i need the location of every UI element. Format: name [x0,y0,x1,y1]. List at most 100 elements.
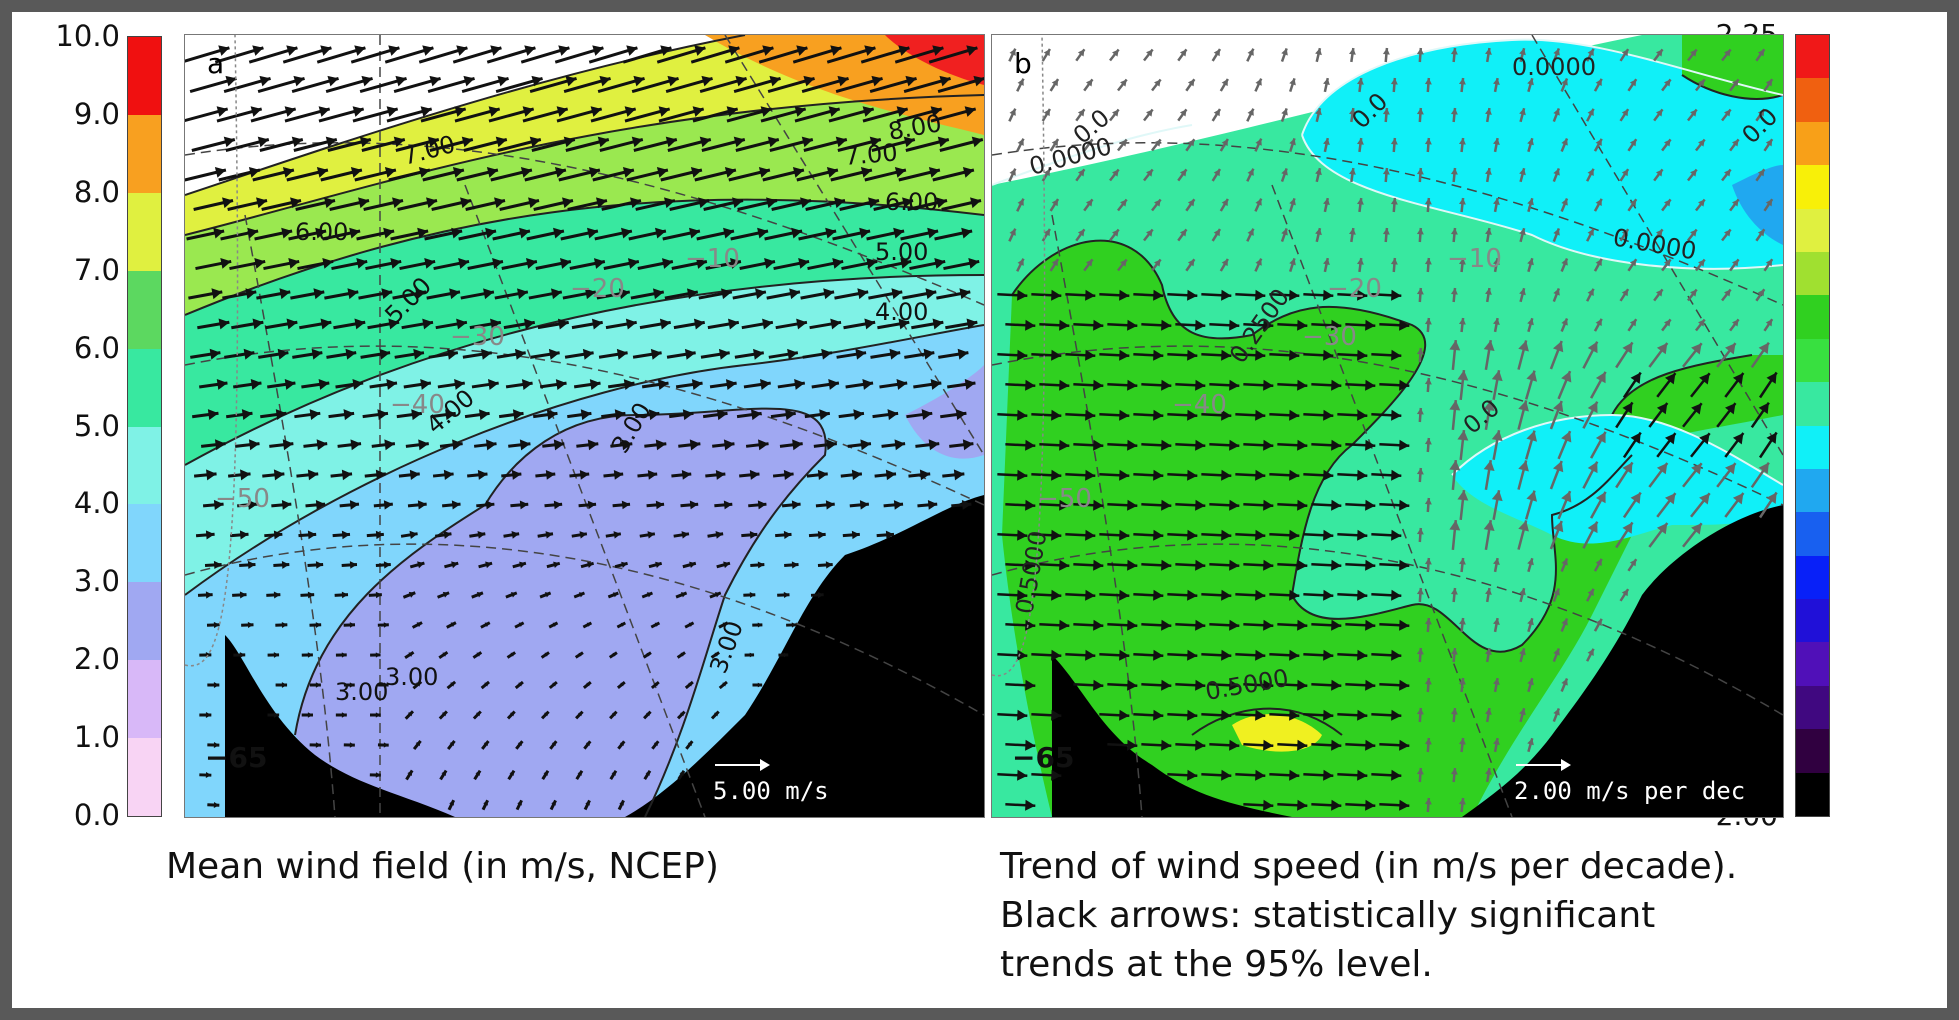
contour-value-label: 4.00 [875,298,928,326]
vector-arrowhead [307,530,317,540]
vector-arrowhead [1161,379,1172,391]
vector-arrowhead [614,409,626,421]
vector-arrowhead [611,770,616,776]
vector-arrowhead [408,652,414,657]
vector-arrowhead [783,652,789,658]
vector-arrowhead [1457,370,1469,381]
vector-arrowhead [495,136,507,148]
vector-arrowhead [553,500,563,510]
vector-arrowhead [726,106,738,117]
vector-arrowhead [460,197,472,209]
vector-arrowhead [964,378,976,390]
colorbar-segment [1796,512,1829,557]
vector-arrowhead [526,258,537,269]
vector-arrowhead [1059,499,1070,511]
vector-arrowhead [1424,558,1432,565]
vector-arrowhead [680,711,685,717]
vector-arrowhead [384,167,396,178]
vector-arrowhead [1297,319,1308,331]
vector-arrowhead [341,591,349,599]
vector-arrowhead [1051,769,1062,781]
vector-arrowhead [968,257,980,269]
vector-arrowhead [1331,739,1342,751]
vector-arrowhead [476,652,482,657]
vector-arrowhead [243,348,255,360]
vector-arrowhead [1561,618,1568,626]
vector-arrowhead [1357,529,1368,541]
vector-arrowhead [247,499,258,510]
vector-arrowhead [1561,258,1568,266]
vector-arrowhead [1127,559,1138,571]
vector-arrowhead [1365,799,1376,811]
vector-arrowhead [1691,463,1702,475]
vector-arrowhead [458,258,470,269]
vector-arrowhead [1356,78,1364,85]
vector-arrowhead [652,288,664,300]
vector-arrowhead [1059,319,1070,331]
vector-arrowhead [1017,198,1024,206]
vector-arrowhead [386,106,398,117]
vector-arrowhead [1587,648,1594,656]
vector-arrowhead [384,439,395,451]
vector-arrowhead [1629,559,1637,567]
vector-arrowhead [592,45,604,56]
vector-arrowhead [350,439,362,451]
vector-arrowhead [512,409,524,421]
vector-arrowhead [558,45,570,56]
vector-arrowhead [1553,648,1560,656]
vector-arrowhead [349,500,359,510]
vector-arrowhead [1085,289,1096,301]
vector-arrowhead [1154,199,1161,207]
vector-arrowhead [654,682,659,687]
vector-arrowhead [1187,259,1195,267]
vector-arrowhead [1153,409,1164,421]
vector-arrowhead [1093,619,1104,631]
vector-arrowhead [728,318,739,330]
vector-arrowhead [1085,589,1096,601]
vector-arrowhead [587,500,597,510]
vector-arrowhead [591,318,603,330]
vector-arrowhead [1724,49,1731,57]
vector-arrowhead [1458,138,1466,145]
vector-arrowhead [1382,108,1390,115]
colorbar-tick-label: 0.0 [73,798,120,832]
vector-arrowhead [1450,588,1458,595]
vector-arrowhead [682,409,694,421]
vector-arrowhead [1552,520,1564,533]
vector-arrowhead [860,167,872,178]
vector-arrowhead [624,106,636,117]
vector-arrowhead [932,318,944,330]
vector-arrowhead [1757,229,1765,237]
vector-arrowhead [293,75,305,87]
vector-arrowhead [422,45,434,56]
vector-arrowhead [1691,403,1702,415]
vector-arrowhead [1297,499,1308,511]
vector-arrowhead [554,167,566,178]
vector-arrowhead [320,45,332,56]
vector-arrowhead [551,800,556,806]
vector-arrowhead [519,227,530,239]
vector-arrowhead [545,469,556,480]
vector-arrowhead [1399,739,1410,751]
vector-arrowhead [213,621,220,629]
vector-arrowhead [222,197,234,209]
vector-arrowhead [1085,79,1093,87]
vector-arrowhead [475,711,481,717]
vector-arrowhead [1093,679,1104,691]
vector-arrowhead [529,136,541,148]
vector-arrowhead [659,318,671,330]
vector-arrowhead [1017,349,1028,361]
vector-arrowhead [1765,319,1773,327]
vector-arrowhead [562,197,573,209]
vector-arrowhead [282,167,294,178]
vector-arrowhead [456,318,467,330]
vector-arrowhead [1561,198,1568,206]
vector-arrowhead [791,622,797,628]
vector-arrowhead [579,470,590,480]
vector-arrowhead [1622,402,1633,414]
vector-arrowhead [478,409,490,421]
vector-arrowhead [273,652,280,658]
vector-arrowhead [1051,529,1062,541]
vector-arrowhead [1485,708,1492,715]
vector-arrowhead [354,318,366,330]
